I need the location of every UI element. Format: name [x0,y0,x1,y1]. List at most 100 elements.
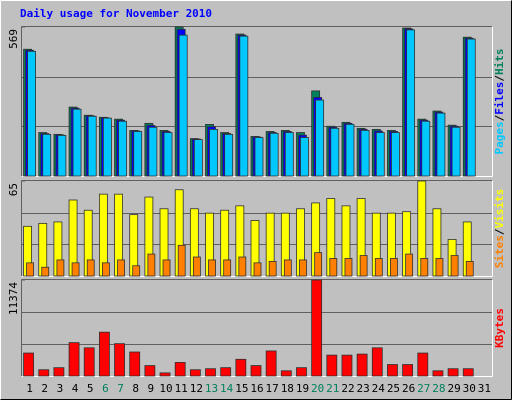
x-tick-label: 7 [117,382,124,395]
bar [421,120,431,177]
bar [87,115,97,177]
y-tick-label: 11374 [7,282,20,315]
bar [330,127,340,177]
bar [238,256,247,277]
bar [374,258,383,277]
x-tick-label: 2 [41,382,48,395]
bar [465,260,474,277]
x-tick-label: 14 [220,382,234,395]
bar [283,259,292,277]
x-tick-label: 25 [387,382,400,395]
x-tick-label: 31 [478,382,491,395]
bar [129,351,141,377]
x-tick-label: 10 [159,382,172,395]
bar [359,255,368,277]
bar [451,126,461,177]
bar [341,354,353,377]
x-tick-label: 15 [235,382,248,395]
x-tick-label: 11 [175,382,188,395]
bar [239,35,249,177]
legend-entry: Visits [493,189,506,229]
bar [117,259,125,277]
bar [147,253,156,277]
x-tick-label: 30 [463,382,476,395]
x-tick-label: 22 [341,382,354,395]
bar [417,352,429,377]
bar [329,258,338,277]
bar [23,352,34,377]
bar [83,347,95,377]
x-tick-label: 19 [296,382,309,395]
bar [159,372,171,377]
bar [208,259,216,277]
bar [72,108,82,177]
legend-separator: / [493,75,506,82]
bar [265,350,277,377]
bar [344,258,353,277]
x-tick-label: 13 [205,382,218,395]
bar [133,131,143,177]
x-tick-label: 3 [57,382,64,395]
bar [420,258,429,277]
bar [56,259,65,277]
bar [42,133,52,177]
legend: Pages/Files/Hits [493,49,506,155]
bar [435,258,444,277]
legend-separator: / [493,114,506,121]
bar [193,139,203,177]
bar [462,368,474,377]
bar [86,259,95,277]
bar [189,369,201,377]
bar [296,367,307,377]
bar [436,112,446,177]
x-tick-label: 1 [26,382,33,395]
bar [118,120,127,177]
bar [345,124,355,177]
bar [224,133,234,177]
bar [375,132,385,177]
bar [57,135,67,177]
bar [466,38,476,177]
x-tick-label: 29 [447,382,460,395]
x-tick-label: 24 [372,382,386,395]
bar [300,137,309,177]
x-tick-label: 9 [148,382,155,395]
bar [387,364,398,377]
bar [405,253,414,277]
bar [250,365,262,377]
bar [205,368,216,377]
x-tick-label: 27 [417,382,430,395]
x-tick-label: 18 [281,382,294,395]
legend-entry: Pages [493,121,506,154]
x-tick-label: 8 [132,382,139,395]
bar [68,342,80,377]
y-tick-label: 569 [7,29,20,49]
bar [447,368,459,377]
bar [71,262,80,277]
bar [98,331,110,377]
legend-entry: KBytes [493,308,506,348]
legend: KBytes [493,308,506,348]
bar [53,367,65,377]
bar [163,132,173,177]
bar [268,260,277,277]
bar [299,259,307,277]
bar [253,262,262,277]
bar [177,244,186,277]
bar [390,258,398,277]
bar [269,132,279,177]
x-tick-label: 28 [432,382,445,395]
bar [148,126,158,177]
bar [326,354,338,377]
bar [235,358,247,377]
bar [209,128,218,177]
bar [311,279,323,377]
bar [284,132,294,177]
bar [178,34,188,177]
legend-entry: Sites [493,235,506,268]
legend-entry: Files [493,82,506,115]
bar [371,347,383,377]
x-tick-label: 12 [190,382,203,395]
bar [41,266,50,277]
